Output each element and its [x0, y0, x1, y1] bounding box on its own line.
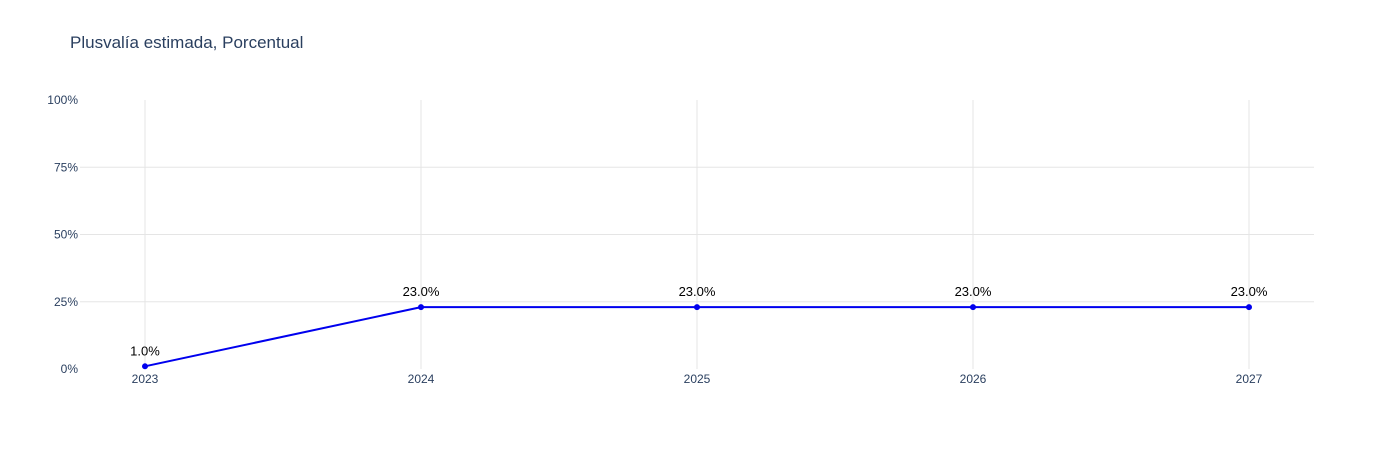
- x-tick-label: 2025: [684, 372, 711, 386]
- data-labels: 1.0% 23.0% 23.0% 23.0% 23.0%: [130, 284, 1268, 358]
- x-tick-label: 2026: [960, 372, 987, 386]
- data-label: 23.0%: [955, 284, 992, 299]
- x-tick-label: 2027: [1236, 372, 1263, 386]
- y-tick-label: 100%: [47, 93, 78, 107]
- data-point: [1246, 304, 1252, 311]
- y-tick-label: 75%: [54, 160, 78, 174]
- chart-title: Plusvalía estimada, Porcentual: [70, 33, 304, 52]
- data-label: 23.0%: [1231, 284, 1268, 299]
- data-points: [142, 304, 1252, 370]
- x-axis-tick-labels: 2023 2024 2025 2026 2027: [132, 372, 1263, 386]
- y-tick-label: 0%: [61, 362, 79, 376]
- data-point: [418, 304, 424, 311]
- data-label: 23.0%: [403, 284, 440, 299]
- y-tick-label: 25%: [54, 295, 78, 309]
- y-tick-label: 50%: [54, 228, 78, 242]
- data-label: 23.0%: [679, 284, 716, 299]
- data-label: 1.0%: [130, 343, 160, 358]
- data-point: [694, 304, 700, 311]
- grid-lines: [80, 100, 1314, 369]
- x-tick-label: 2023: [132, 372, 159, 386]
- data-point: [142, 363, 148, 370]
- y-axis-tick-labels: 0% 25% 50% 75% 100%: [47, 93, 78, 376]
- x-tick-label: 2024: [408, 372, 435, 386]
- data-point: [970, 304, 976, 311]
